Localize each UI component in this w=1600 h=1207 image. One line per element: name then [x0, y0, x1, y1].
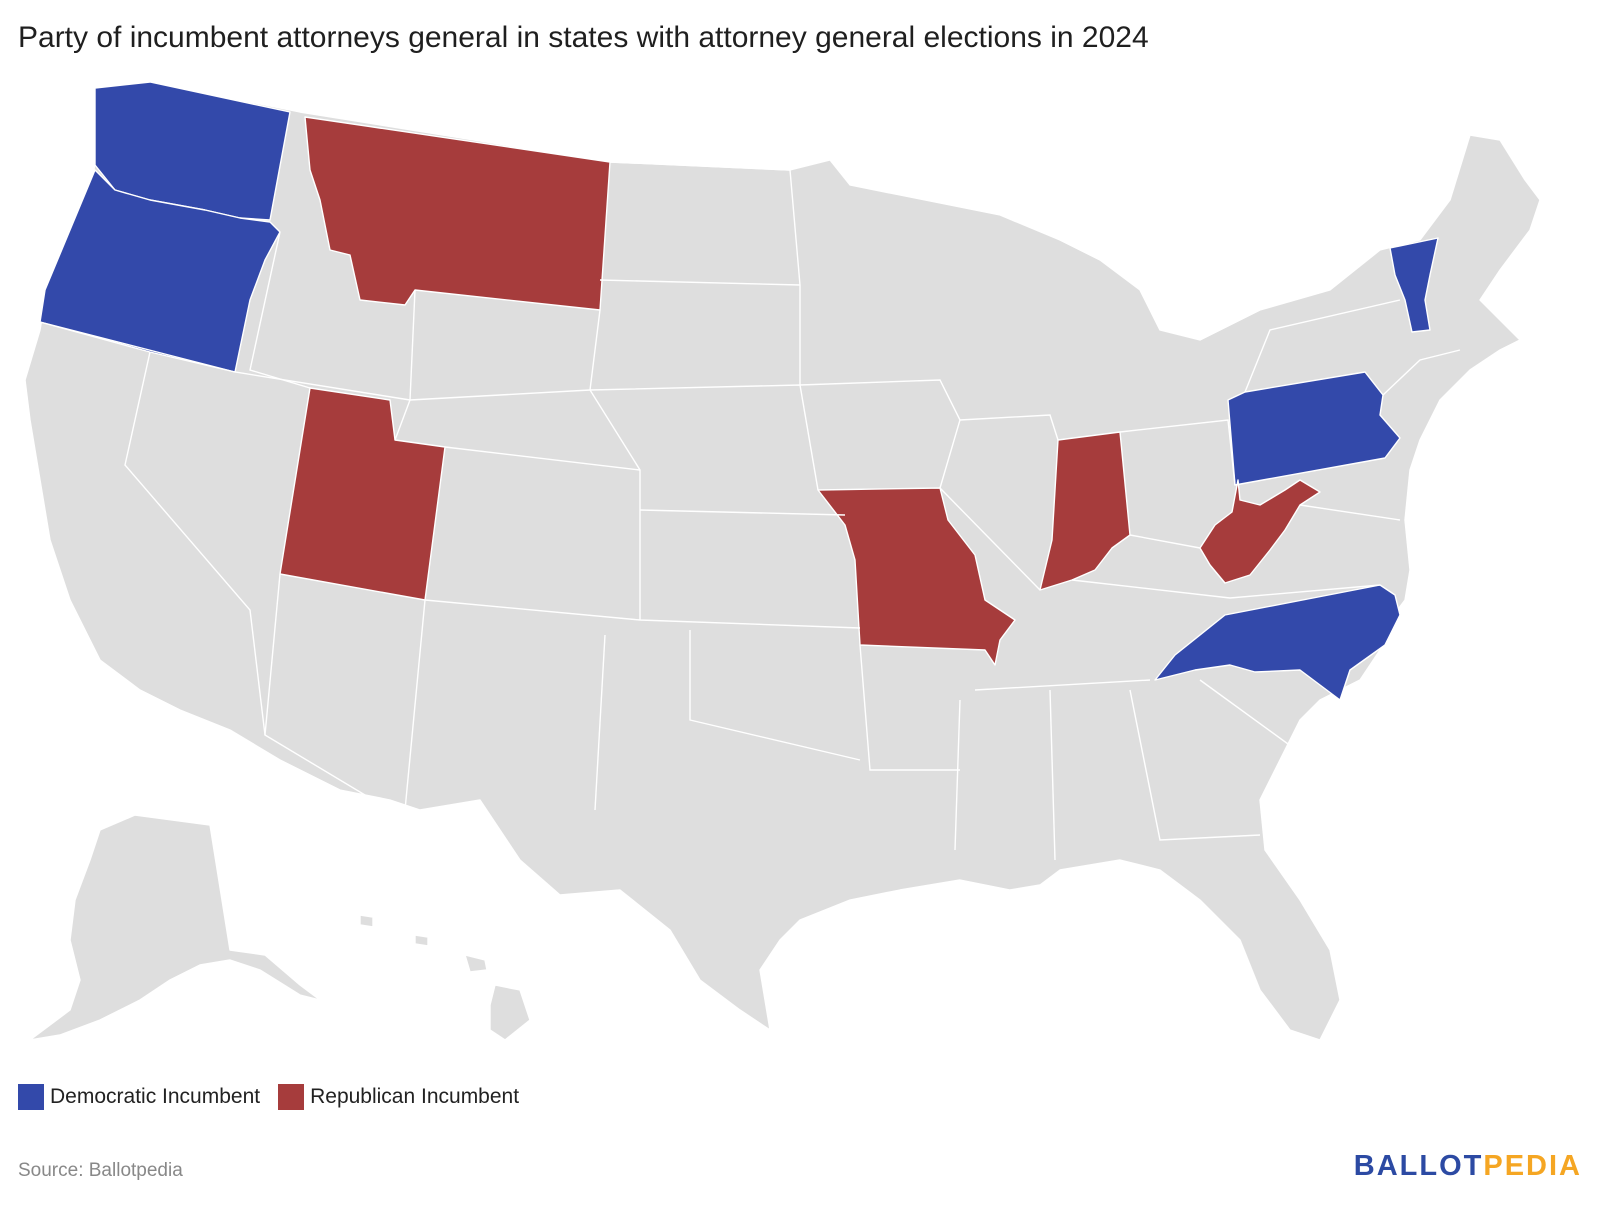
legend-item-republican: Republican Incumbent — [278, 1084, 519, 1110]
hawaii-maui — [464, 954, 488, 973]
legend-item-democratic: Democratic Incumbent — [18, 1084, 260, 1110]
ballotpedia-logo: BALLOTPEDIA — [1354, 1150, 1582, 1183]
state-vermont — [1389, 237, 1439, 333]
state-montana — [304, 116, 611, 311]
alaska-landmass — [29, 814, 321, 1041]
state-borders — [39, 161, 1461, 861]
state-oregon — [39, 169, 281, 373]
hawaii-oahu — [414, 934, 429, 947]
legend: Democratic Incumbent Republican Incumben… — [18, 1082, 537, 1112]
state-missouri — [817, 487, 1016, 666]
chart-title: Party of incumbent attorneys general in … — [18, 21, 1149, 54]
hawaii-big-island — [489, 984, 531, 1041]
logo-part-pedia: PEDIA — [1483, 1150, 1582, 1182]
us-map-svg — [24, 81, 1541, 1041]
continental-us-landmass — [24, 81, 1541, 1041]
legend-swatch-democratic — [18, 1084, 44, 1110]
state-pennsylvania — [1227, 371, 1401, 486]
hawaii-kauai — [359, 914, 374, 928]
logo-part-ballot: BALLOT — [1353, 1150, 1484, 1182]
state-west-virginia — [1199, 479, 1321, 584]
state-north-carolina — [1154, 584, 1401, 701]
us-map — [0, 60, 1600, 1070]
legend-label-republican: Republican Incumbent — [310, 1085, 520, 1108]
state-indiana — [1039, 431, 1131, 591]
legend-swatch-republican — [278, 1084, 305, 1110]
legend-label-democratic: Democratic Incumbent — [50, 1085, 261, 1108]
source-note: Source: Ballotpedia — [18, 1160, 183, 1181]
